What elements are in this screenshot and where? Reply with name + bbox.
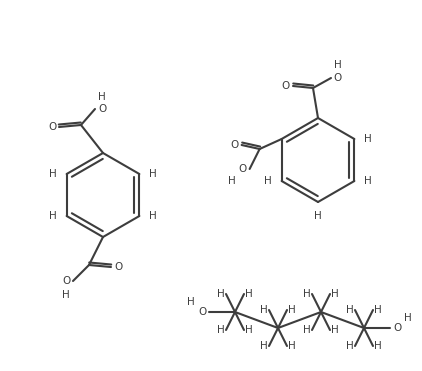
Text: H: H [98, 92, 106, 102]
Text: H: H [303, 289, 311, 299]
Text: O: O [282, 81, 290, 91]
Text: H: H [187, 297, 195, 307]
Text: O: O [48, 122, 56, 132]
Text: H: H [217, 289, 225, 299]
Text: H: H [374, 341, 382, 351]
Text: H: H [149, 211, 157, 221]
Text: H: H [49, 211, 57, 221]
Text: H: H [346, 341, 354, 351]
Text: H: H [149, 169, 157, 179]
Text: H: H [49, 169, 57, 179]
Text: H: H [228, 176, 235, 186]
Text: H: H [62, 290, 70, 300]
Text: H: H [346, 305, 354, 315]
Text: H: H [288, 341, 296, 351]
Text: H: H [303, 325, 311, 335]
Text: H: H [245, 325, 253, 335]
Text: H: H [331, 325, 339, 335]
Text: O: O [230, 140, 239, 150]
Text: O: O [393, 323, 401, 333]
Text: H: H [365, 134, 372, 144]
Text: H: H [331, 289, 339, 299]
Text: H: H [260, 341, 268, 351]
Text: H: H [217, 325, 225, 335]
Text: H: H [264, 176, 271, 186]
Text: H: H [260, 305, 268, 315]
Text: H: H [334, 60, 342, 70]
Text: O: O [62, 276, 70, 286]
Text: H: H [365, 176, 372, 186]
Text: O: O [198, 307, 206, 317]
Text: H: H [404, 313, 412, 323]
Text: H: H [288, 305, 296, 315]
Text: O: O [334, 73, 342, 83]
Text: O: O [238, 164, 247, 174]
Text: O: O [98, 104, 106, 114]
Text: H: H [245, 289, 253, 299]
Text: O: O [114, 262, 122, 272]
Text: H: H [314, 211, 322, 221]
Text: H: H [374, 305, 382, 315]
